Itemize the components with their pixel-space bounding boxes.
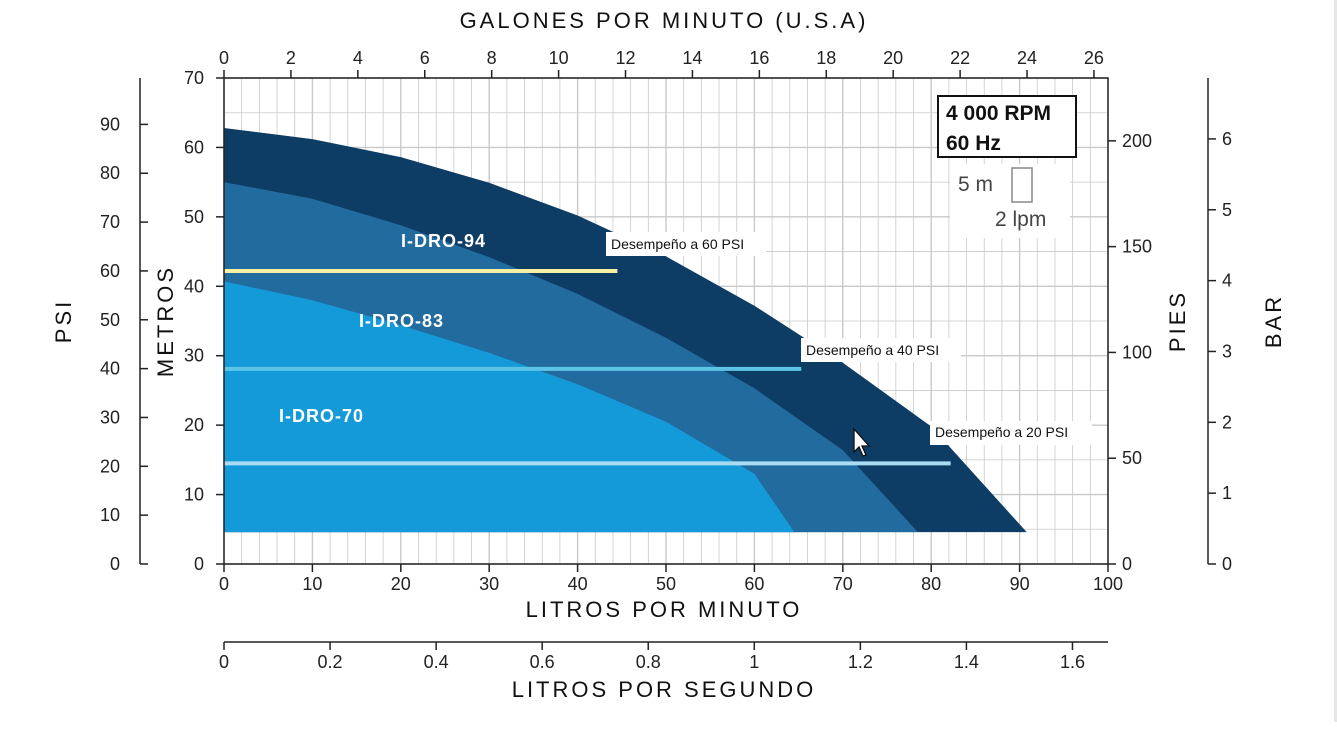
psi-tick-label: 60 bbox=[100, 261, 120, 281]
bar-tick-label: 5 bbox=[1222, 200, 1232, 220]
x-tick-label: 40 bbox=[568, 574, 588, 594]
top-tick-label: 14 bbox=[682, 48, 702, 68]
top-tick-label: 24 bbox=[1017, 48, 1037, 68]
x-tick-label: 70 bbox=[833, 574, 853, 594]
lps-tick-label: 1.4 bbox=[954, 652, 979, 672]
perf-label-60psi: Desempeño a 60 PSI bbox=[606, 232, 766, 256]
perf-label-20psi: Desempeño a 20 PSI bbox=[930, 421, 1092, 445]
lps-tick-label: 1.2 bbox=[848, 652, 873, 672]
performance-bands bbox=[224, 128, 1027, 533]
x-tick-label: 50 bbox=[656, 574, 676, 594]
psi-axis-title: PSI bbox=[51, 299, 76, 343]
perf-label-40psi: Desempeño a 40 PSI bbox=[801, 338, 961, 362]
window-edge-divider bbox=[1334, 0, 1337, 722]
info-box: 4 000 RPM 60 Hz bbox=[937, 95, 1077, 158]
y-tick-label: 30 bbox=[184, 346, 204, 366]
lps-tick-label: 0.2 bbox=[318, 652, 343, 672]
psi-tick-label: 70 bbox=[100, 212, 120, 232]
bottom-axis-title: LITROS POR SEGUNDO bbox=[512, 677, 817, 702]
lps-tick-label: 0.4 bbox=[424, 652, 449, 672]
lps-tick-label: 0 bbox=[219, 652, 229, 672]
y-axis-title: METROS bbox=[153, 265, 178, 377]
x-tick-label: 0 bbox=[219, 574, 229, 594]
grid-scale-height-label: 5 m bbox=[958, 173, 993, 196]
y-tick-label: 70 bbox=[184, 68, 204, 88]
x-axis-title: LITROS POR MINUTO bbox=[526, 597, 803, 622]
bar-tick-label: 3 bbox=[1222, 341, 1232, 361]
psi-tick-label: 40 bbox=[100, 359, 120, 379]
bar-tick-label: 2 bbox=[1222, 412, 1232, 432]
top-tick-label: 12 bbox=[615, 48, 635, 68]
x-tick-label: 80 bbox=[921, 574, 941, 594]
x-tick-label: 30 bbox=[479, 574, 499, 594]
top-axis-title: GALONES POR MINUTO (U.S.A) bbox=[460, 8, 869, 33]
psi-tick-label: 0 bbox=[110, 554, 120, 574]
perf-label-40psi-text: Desempeño a 40 PSI bbox=[806, 342, 939, 358]
y-tick-label: 60 bbox=[184, 137, 204, 157]
pies-tick-label: 150 bbox=[1122, 237, 1152, 257]
psi-tick-label: 20 bbox=[100, 456, 120, 476]
lps-tick-label: 1.6 bbox=[1060, 652, 1085, 672]
top-tick-label: 18 bbox=[816, 48, 836, 68]
bar-tick-label: 0 bbox=[1222, 554, 1232, 574]
lps-tick-label: 1 bbox=[749, 652, 759, 672]
x-tick-label: 20 bbox=[391, 574, 411, 594]
hz-label: 60 Hz bbox=[946, 132, 1001, 155]
psi-tick-label: 90 bbox=[100, 114, 120, 134]
lps-tick-label: 0.8 bbox=[636, 652, 661, 672]
x-tick-label: 60 bbox=[744, 574, 764, 594]
x-tick-label: 90 bbox=[1010, 574, 1030, 594]
rpm-label: 4 000 RPM bbox=[946, 102, 1051, 125]
top-tick-label: 10 bbox=[549, 48, 569, 68]
pies-tick-label: 0 bbox=[1122, 554, 1132, 574]
top-tick-label: 6 bbox=[420, 48, 430, 68]
y-tick-label: 0 bbox=[194, 554, 204, 574]
bar-tick-label: 6 bbox=[1222, 129, 1232, 149]
pies-axis-title: PIES bbox=[1165, 290, 1190, 352]
x-tick-label: 100 bbox=[1093, 574, 1123, 594]
x-tick-label: 10 bbox=[302, 574, 322, 594]
lps-tick-label: 0.6 bbox=[530, 652, 555, 672]
pies-tick-label: 200 bbox=[1122, 131, 1152, 151]
bar-axis-title: BAR bbox=[1261, 294, 1286, 348]
top-tick-label: 4 bbox=[353, 48, 363, 68]
grid-scale-cell-icon bbox=[1011, 167, 1033, 203]
y-tick-label: 20 bbox=[184, 415, 204, 435]
grid-scale-legend: 5 m 2 lpm bbox=[950, 164, 1070, 238]
performance-lines bbox=[224, 269, 951, 466]
band-label-i-dro-83: I-DRO-83 bbox=[359, 311, 444, 331]
perf-label-60psi-text: Desempeño a 60 PSI bbox=[611, 236, 744, 252]
y-tick-label: 10 bbox=[184, 485, 204, 505]
pies-tick-label: 100 bbox=[1122, 342, 1152, 362]
bar-tick-label: 1 bbox=[1222, 483, 1232, 503]
top-tick-label: 22 bbox=[950, 48, 970, 68]
top-tick-label: 26 bbox=[1084, 48, 1104, 68]
grid-scale-width-label: 2 lpm bbox=[995, 208, 1046, 231]
psi-tick-label: 10 bbox=[100, 505, 120, 525]
perf-label-20psi-text: Desempeño a 20 PSI bbox=[935, 424, 1068, 440]
top-tick-label: 20 bbox=[883, 48, 903, 68]
psi-tick-label: 80 bbox=[100, 163, 120, 183]
band-label-i-dro-70: I-DRO-70 bbox=[279, 406, 364, 426]
top-tick-label: 2 bbox=[286, 48, 296, 68]
top-tick-label: 16 bbox=[749, 48, 769, 68]
top-tick-label: 0 bbox=[219, 48, 229, 68]
pies-tick-label: 50 bbox=[1122, 448, 1142, 468]
top-tick-label: 8 bbox=[487, 48, 497, 68]
mouse-cursor-icon bbox=[853, 427, 871, 457]
band-i-dro-70 bbox=[224, 281, 795, 533]
y-tick-label: 50 bbox=[184, 207, 204, 227]
y-tick-label: 40 bbox=[184, 276, 204, 296]
band-label-i-dro-94: I-DRO-94 bbox=[401, 231, 486, 251]
psi-tick-label: 50 bbox=[100, 310, 120, 330]
psi-tick-label: 30 bbox=[100, 407, 120, 427]
bar-tick-label: 4 bbox=[1222, 271, 1232, 291]
